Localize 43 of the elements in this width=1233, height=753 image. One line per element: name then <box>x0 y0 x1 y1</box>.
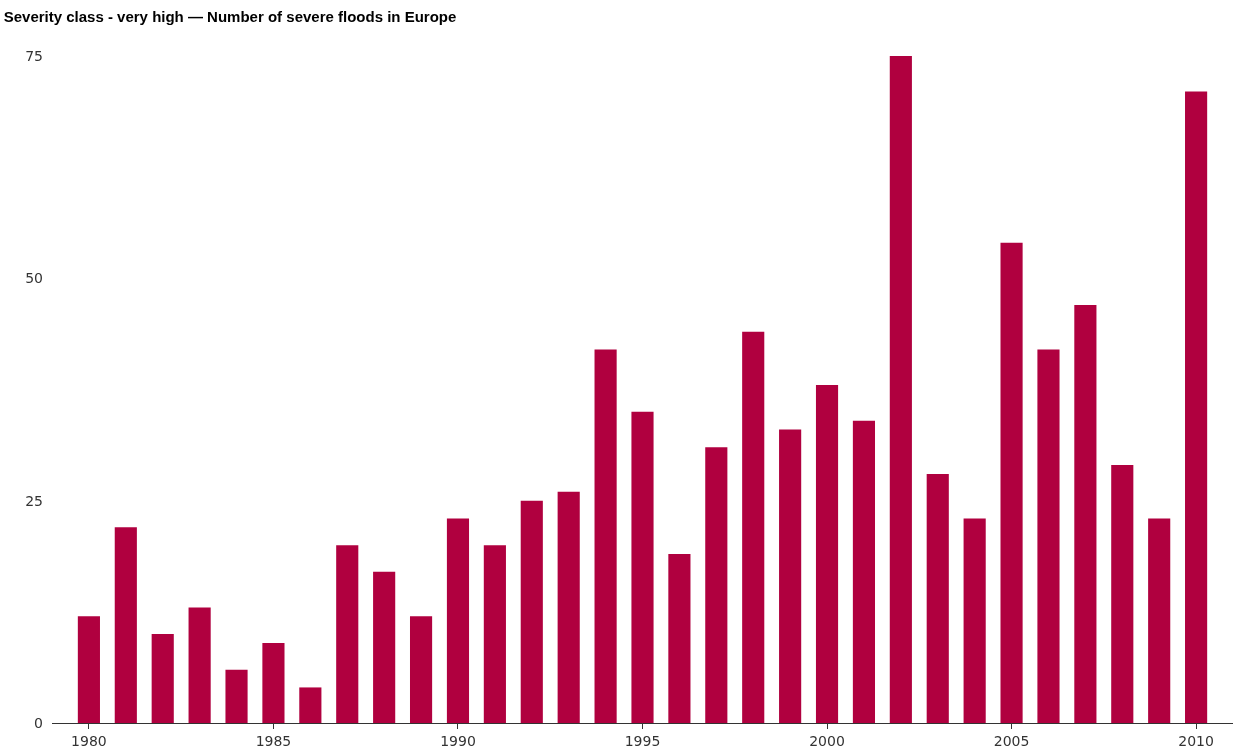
x-tick-label: 1990 <box>440 732 476 749</box>
bar <box>1185 91 1208 723</box>
y-tick-label: 50 <box>25 270 43 287</box>
bar <box>1000 242 1023 723</box>
bar <box>557 491 580 723</box>
y-tick-label: 25 <box>25 492 43 509</box>
bar <box>114 527 137 723</box>
bar <box>299 687 322 723</box>
bar <box>594 349 617 723</box>
y-tick-label: 75 <box>25 47 43 64</box>
bar <box>373 571 396 723</box>
bar <box>336 545 359 723</box>
bar <box>1111 465 1134 723</box>
bar <box>446 518 470 723</box>
bar <box>225 669 248 723</box>
bar <box>151 634 174 723</box>
bar <box>188 607 211 723</box>
x-tick-label: 1985 <box>255 732 292 749</box>
x-tick-label: 2010 <box>1178 732 1214 749</box>
chart-title: Severity class - very high — Number of severe floods in Europe <box>3 7 457 25</box>
bar <box>262 642 285 723</box>
bar <box>520 500 543 723</box>
bar <box>77 616 100 723</box>
bar <box>742 331 765 723</box>
bar <box>779 429 802 723</box>
bar <box>705 447 728 723</box>
bar <box>852 420 876 723</box>
bar <box>631 411 654 723</box>
bar <box>815 385 839 723</box>
bar <box>483 545 506 723</box>
bar <box>1037 349 1060 723</box>
x-tick-label: 2005 <box>993 732 1030 749</box>
bar <box>963 518 986 723</box>
bar <box>1148 518 1171 723</box>
bar <box>1074 305 1097 723</box>
bar <box>926 473 949 723</box>
y-tick-label: 0 <box>34 714 43 731</box>
x-tick-label: 1980 <box>71 732 107 749</box>
bar <box>668 554 691 723</box>
bar <box>409 616 433 723</box>
x-tick-label: 1995 <box>624 732 661 749</box>
x-tick-label: 2000 <box>809 732 845 749</box>
bar <box>889 56 912 723</box>
